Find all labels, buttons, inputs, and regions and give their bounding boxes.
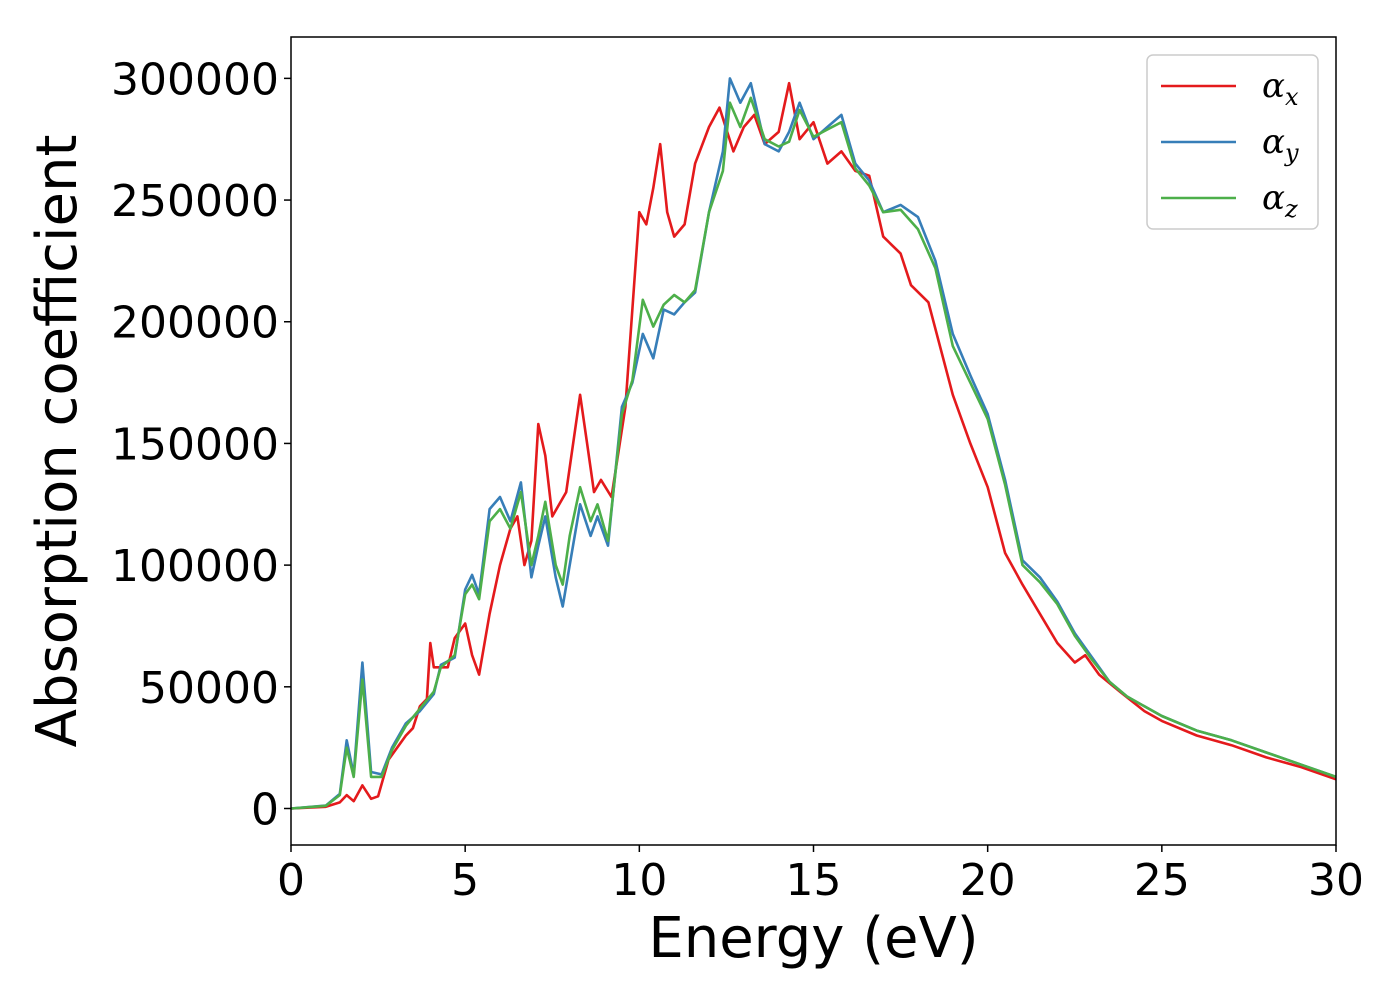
- y-tick-label: 0: [251, 784, 279, 835]
- y-axis-label: Absorption coefficient: [25, 135, 90, 748]
- legend-label-y: αy: [1262, 122, 1299, 167]
- x-axis-label: Energy (eV): [648, 906, 978, 971]
- y-tick-label: 150000: [111, 419, 279, 470]
- x-axis: 0 5 10 15 20 25 30: [277, 845, 1364, 906]
- legend-subscript: x: [1285, 83, 1299, 111]
- x-tick-label: 5: [451, 855, 479, 906]
- legend-label-x: αx: [1262, 66, 1299, 111]
- y-tick-label: 200000: [111, 298, 279, 349]
- y-tick-label: 300000: [111, 54, 279, 105]
- legend-symbol: α: [1262, 178, 1285, 218]
- x-tick-label: 25: [1134, 855, 1190, 906]
- x-tick-label: 20: [960, 855, 1016, 906]
- y-axis: 0 50000 100000 150000 200000 250000 300000: [111, 54, 291, 835]
- y-tick-label: 50000: [139, 663, 279, 714]
- y-tick-label: 100000: [111, 541, 279, 592]
- x-tick-label: 10: [611, 855, 667, 906]
- legend-symbol: α: [1262, 66, 1285, 106]
- x-tick-label: 15: [786, 855, 842, 906]
- legend-symbol: α: [1262, 122, 1285, 162]
- y-tick-label: 250000: [111, 176, 279, 227]
- legend-label-z: αz: [1262, 178, 1298, 223]
- legend-subscript: z: [1284, 195, 1298, 223]
- legend-subscript: y: [1284, 139, 1299, 167]
- x-tick-label: 30: [1308, 855, 1364, 906]
- x-tick-label: 0: [277, 855, 305, 906]
- series-line-z: [290, 96, 1337, 810]
- series-layer: [290, 77, 1337, 810]
- series-line-x: [290, 81, 1337, 810]
